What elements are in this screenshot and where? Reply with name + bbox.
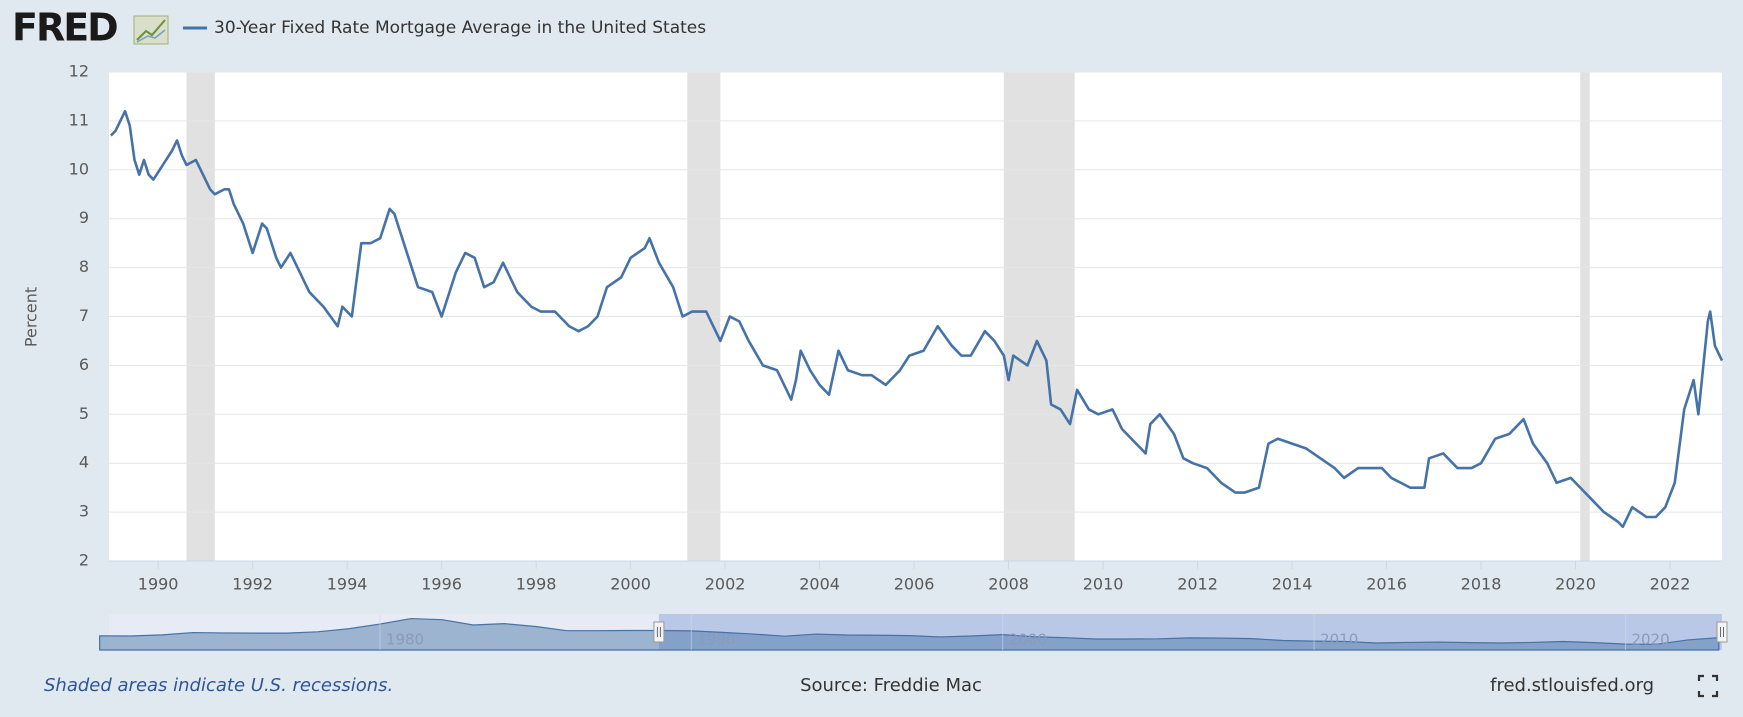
x-tick-label: 2016 <box>1366 575 1407 594</box>
x-tick-label: 2018 <box>1461 575 1502 594</box>
y-tick-label: 2 <box>79 551 89 570</box>
y-tick-label: 3 <box>79 502 89 521</box>
x-tick-label: 2006 <box>894 575 935 594</box>
legend-label[interactable]: 30-Year Fixed Rate Mortgage Average in t… <box>214 18 706 38</box>
navigator-tick-label: 2010 <box>1320 631 1358 649</box>
x-tick-label: 2022 <box>1650 575 1691 594</box>
navigator-tick-label: 1980 <box>386 631 424 649</box>
x-tick-label: 1990 <box>138 575 179 594</box>
y-tick-label: 10 <box>69 159 89 178</box>
x-tick-label: 2012 <box>1177 575 1218 594</box>
y-tick-label: 6 <box>79 355 89 374</box>
y-tick-label: 7 <box>79 306 89 325</box>
navigator-tick-label: 2020 <box>1631 631 1669 649</box>
site-link[interactable]: fred.stlouisfed.org <box>1490 675 1654 696</box>
y-tick-label: 4 <box>79 453 89 472</box>
navigator-handle[interactable] <box>1716 621 1728 643</box>
series-line <box>109 109 1724 529</box>
x-tick-label: 1996 <box>421 575 462 594</box>
y-tick-label: 8 <box>79 257 89 276</box>
fullscreen-button[interactable] <box>1697 674 1719 698</box>
navigator-tick-label: 2000 <box>1009 631 1047 649</box>
x-tick-label: 2014 <box>1272 575 1313 594</box>
y-tick-label: 9 <box>79 208 89 227</box>
y-tick-label: 11 <box>69 110 89 129</box>
x-tick-label: 1994 <box>327 575 368 594</box>
y-axis-label: Percent <box>22 287 41 347</box>
y-tick-label: 5 <box>79 404 89 423</box>
x-tick-label: 1998 <box>516 575 557 594</box>
x-tick-label: 2000 <box>610 575 651 594</box>
x-tick-label: 2010 <box>1083 575 1124 594</box>
logo[interactable]: FRED <box>12 6 119 50</box>
y-tick-label: 12 <box>69 62 89 81</box>
x-tick-label: 2002 <box>705 575 746 594</box>
navigator-handle[interactable] <box>653 621 665 643</box>
source: Source: Freddie Mac <box>800 675 982 696</box>
x-tick-label: 2008 <box>988 575 1029 594</box>
x-tick-label: 1992 <box>232 575 273 594</box>
logo-icon <box>133 15 169 45</box>
x-tick-label: 2004 <box>799 575 840 594</box>
x-tick-label: 2020 <box>1555 575 1596 594</box>
navigator-selection <box>658 614 1722 650</box>
navigator-tick-label: 1990 <box>697 631 735 649</box>
recession-note: Shaded areas indicate U.S. recessions. <box>44 675 393 696</box>
